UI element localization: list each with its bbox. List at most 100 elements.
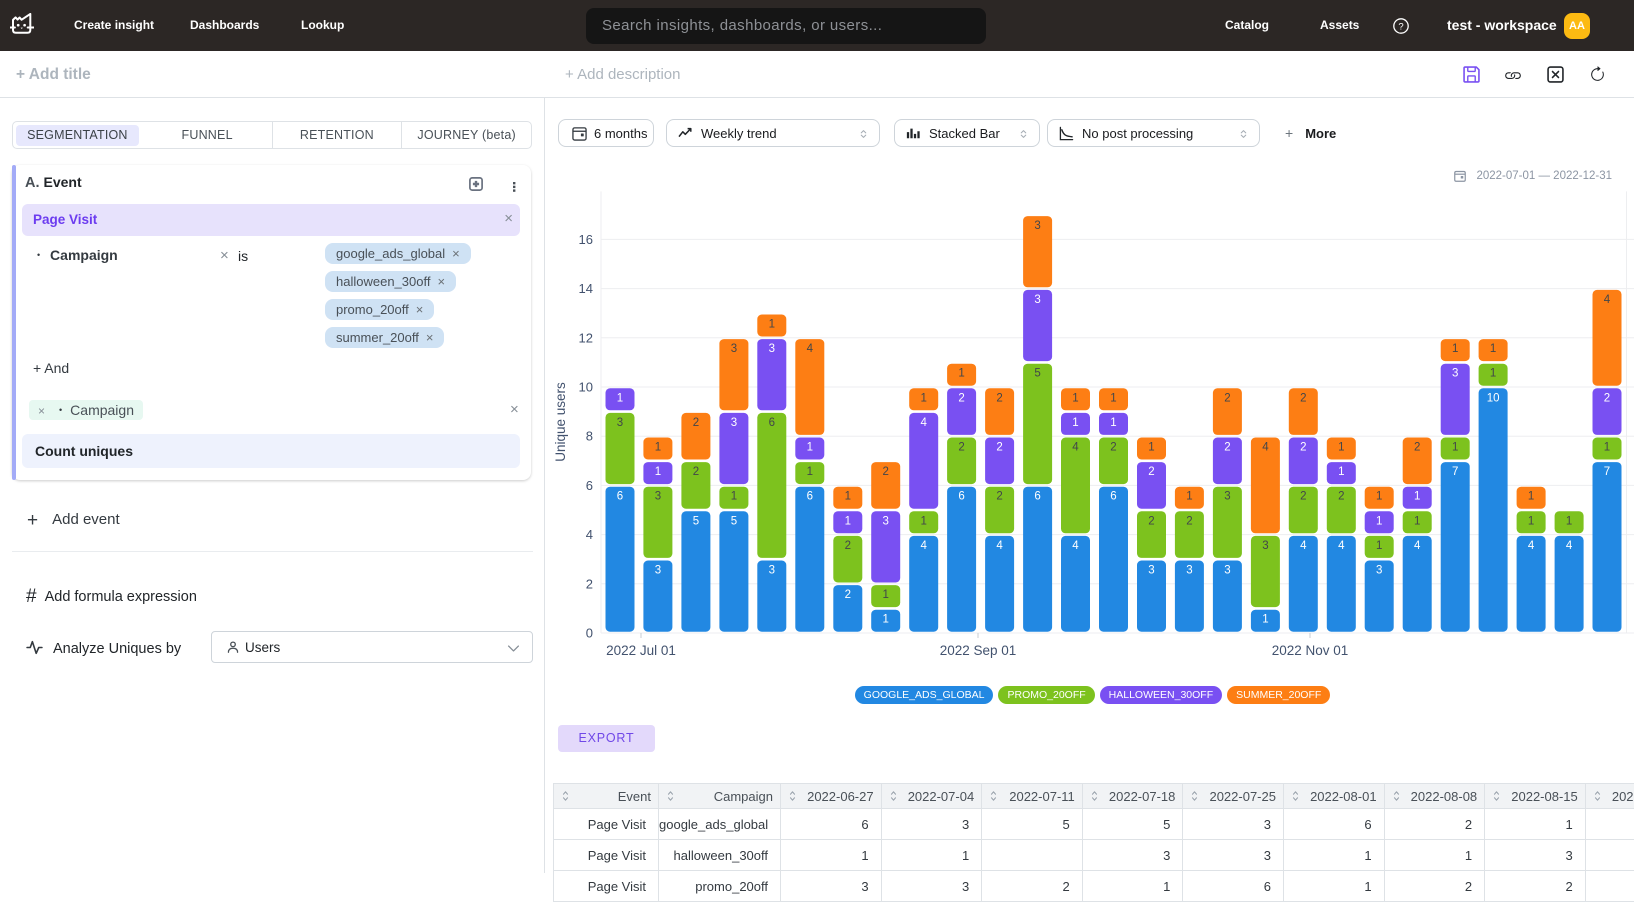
- svg-text:1: 1: [845, 491, 851, 503]
- svg-text:2: 2: [693, 417, 699, 429]
- svg-text:4: 4: [1604, 294, 1611, 306]
- svg-text:1: 1: [920, 515, 926, 527]
- svg-text:3: 3: [1224, 565, 1230, 577]
- svg-text:4: 4: [1072, 442, 1079, 454]
- svg-text:2: 2: [1186, 515, 1192, 527]
- svg-text:2: 2: [1300, 491, 1306, 503]
- svg-text:3: 3: [769, 343, 775, 355]
- svg-text:1: 1: [920, 392, 926, 404]
- svg-text:3: 3: [1148, 565, 1154, 577]
- svg-text:4: 4: [920, 540, 927, 552]
- svg-text:3: 3: [617, 417, 623, 429]
- svg-text:1: 1: [1452, 442, 1458, 454]
- svg-text:4: 4: [1414, 540, 1421, 552]
- svg-text:0: 0: [586, 626, 593, 641]
- svg-text:1: 1: [882, 614, 888, 626]
- svg-text:5: 5: [1034, 368, 1040, 380]
- svg-text:4: 4: [1072, 540, 1079, 552]
- svg-text:1: 1: [1490, 368, 1496, 380]
- svg-text:2: 2: [996, 442, 1002, 454]
- svg-text:1: 1: [1528, 515, 1534, 527]
- svg-text:1: 1: [807, 442, 813, 454]
- svg-text:4: 4: [586, 527, 593, 542]
- svg-text:6: 6: [769, 417, 775, 429]
- svg-text:1: 1: [1376, 491, 1382, 503]
- svg-text:4: 4: [807, 343, 814, 355]
- svg-text:3: 3: [1034, 294, 1040, 306]
- svg-text:1: 1: [1566, 515, 1572, 527]
- svg-text:1: 1: [1490, 343, 1496, 355]
- svg-text:1: 1: [1338, 442, 1344, 454]
- svg-text:4: 4: [1338, 540, 1345, 552]
- svg-text:14: 14: [579, 281, 593, 296]
- svg-text:2022 Sep 01: 2022 Sep 01: [940, 643, 1017, 658]
- svg-text:2: 2: [1224, 442, 1230, 454]
- svg-text:6: 6: [958, 491, 964, 503]
- svg-text:1: 1: [958, 368, 964, 380]
- svg-text:1: 1: [1186, 491, 1192, 503]
- svg-text:6: 6: [1110, 491, 1116, 503]
- svg-text:1: 1: [1452, 343, 1458, 355]
- svg-text:4: 4: [996, 540, 1003, 552]
- svg-text:2: 2: [1110, 442, 1116, 454]
- svg-text:2: 2: [1604, 392, 1610, 404]
- svg-text:16: 16: [579, 232, 593, 247]
- svg-text:10: 10: [579, 380, 593, 395]
- svg-text:3: 3: [769, 565, 775, 577]
- svg-text:3: 3: [1224, 491, 1230, 503]
- svg-text:6: 6: [807, 491, 813, 503]
- svg-text:5: 5: [693, 515, 699, 527]
- svg-text:2: 2: [958, 392, 964, 404]
- svg-text:3: 3: [1376, 565, 1382, 577]
- svg-text:2: 2: [1148, 466, 1154, 478]
- svg-text:2: 2: [1414, 442, 1420, 454]
- svg-text:3: 3: [731, 343, 737, 355]
- svg-text:2: 2: [845, 589, 851, 601]
- svg-text:3: 3: [731, 417, 737, 429]
- svg-text:1: 1: [807, 466, 813, 478]
- svg-text:2: 2: [996, 392, 1002, 404]
- svg-text:1: 1: [1604, 442, 1610, 454]
- svg-text:7: 7: [1452, 466, 1458, 478]
- svg-text:1: 1: [1414, 515, 1420, 527]
- svg-text:1: 1: [1338, 466, 1344, 478]
- svg-text:4: 4: [920, 417, 927, 429]
- svg-text:1: 1: [731, 491, 737, 503]
- svg-text:2022 Nov 01: 2022 Nov 01: [1272, 643, 1349, 658]
- svg-text:1: 1: [1262, 614, 1268, 626]
- svg-text:4: 4: [1566, 540, 1573, 552]
- svg-text:12: 12: [579, 330, 593, 345]
- svg-text:2: 2: [586, 576, 593, 591]
- svg-text:2: 2: [1338, 491, 1344, 503]
- svg-text:2: 2: [845, 540, 851, 552]
- svg-text:2: 2: [693, 466, 699, 478]
- svg-text:4: 4: [1300, 540, 1307, 552]
- svg-text:2: 2: [882, 466, 888, 478]
- svg-text:1: 1: [1376, 540, 1382, 552]
- svg-text:?: ?: [1398, 21, 1403, 32]
- svg-text:3: 3: [655, 565, 661, 577]
- svg-text:1: 1: [1110, 417, 1116, 429]
- svg-text:3: 3: [1186, 565, 1192, 577]
- svg-text:6: 6: [1034, 491, 1040, 503]
- svg-text:1: 1: [655, 442, 661, 454]
- svg-text:3: 3: [1034, 220, 1040, 232]
- svg-text:1: 1: [882, 589, 888, 601]
- svg-text:5: 5: [731, 515, 737, 527]
- svg-text:1: 1: [655, 466, 661, 478]
- svg-text:2: 2: [1300, 392, 1306, 404]
- svg-text:2: 2: [1148, 515, 1154, 527]
- svg-text:1: 1: [1414, 491, 1420, 503]
- svg-text:4: 4: [1528, 540, 1535, 552]
- svg-text:2: 2: [1224, 392, 1230, 404]
- svg-text:2: 2: [1300, 442, 1306, 454]
- svg-text:4: 4: [1262, 442, 1269, 454]
- svg-text:1: 1: [1110, 392, 1116, 404]
- svg-text:2: 2: [996, 491, 1002, 503]
- svg-text:2022 Jul 01: 2022 Jul 01: [606, 643, 676, 658]
- svg-text:1: 1: [617, 392, 623, 404]
- svg-text:1: 1: [1148, 442, 1154, 454]
- svg-text:3: 3: [1262, 540, 1268, 552]
- svg-text:Unique users: Unique users: [553, 382, 568, 462]
- svg-text:1: 1: [845, 515, 851, 527]
